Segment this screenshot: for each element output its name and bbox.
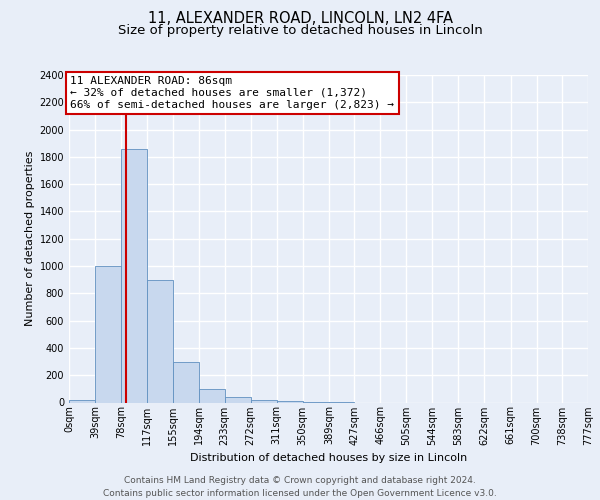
Bar [173, 362, 199, 403]
Bar [95, 266, 121, 402]
Bar [277, 401, 303, 402]
Bar [251, 400, 277, 402]
Bar [147, 280, 173, 402]
Text: 11, ALEXANDER ROAD, LINCOLN, LN2 4FA: 11, ALEXANDER ROAD, LINCOLN, LN2 4FA [148, 11, 452, 26]
Bar [199, 389, 224, 402]
Text: Size of property relative to detached houses in Lincoln: Size of property relative to detached ho… [118, 24, 482, 37]
Bar [121, 148, 147, 402]
X-axis label: Distribution of detached houses by size in Lincoln: Distribution of detached houses by size … [190, 453, 467, 463]
Text: 11 ALEXANDER ROAD: 86sqm
← 32% of detached houses are smaller (1,372)
66% of sem: 11 ALEXANDER ROAD: 86sqm ← 32% of detach… [70, 76, 394, 110]
Y-axis label: Number of detached properties: Number of detached properties [25, 151, 35, 326]
Text: Contains HM Land Registry data © Crown copyright and database right 2024.
Contai: Contains HM Land Registry data © Crown c… [103, 476, 497, 498]
Bar [224, 397, 251, 402]
Bar [69, 400, 95, 402]
